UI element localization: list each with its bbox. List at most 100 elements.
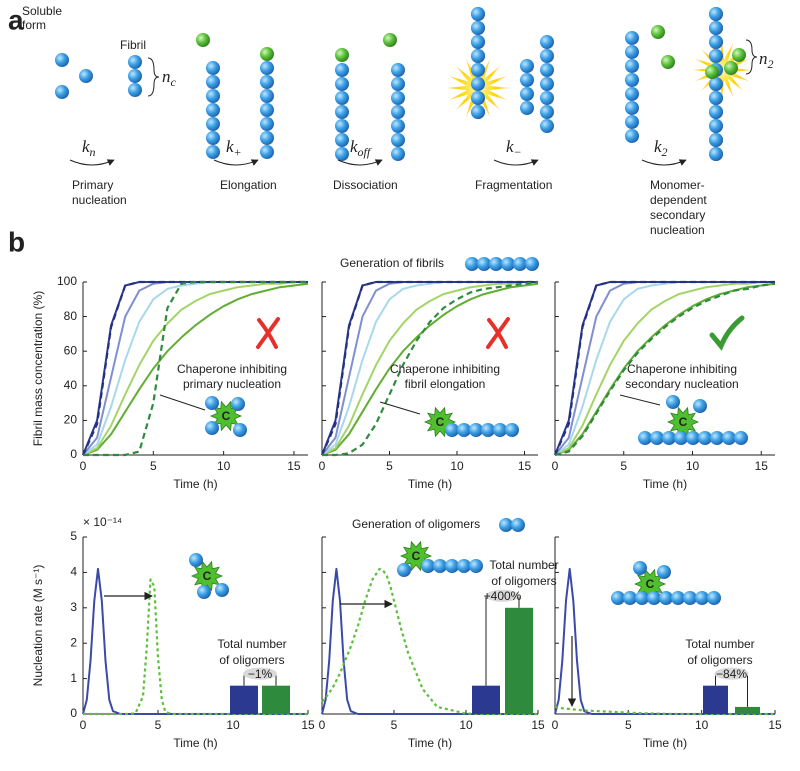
sphere [540,105,554,119]
sphere [657,565,671,579]
sphere [635,591,649,605]
symbol-sub: 2 [768,57,774,71]
symbol-main: n [759,49,768,68]
x-tick-label: 5 [391,718,398,732]
sphere [686,431,700,445]
sphere [625,115,639,129]
sphere [445,423,459,437]
text-line: Primary [72,178,113,192]
symbol-main: k [350,137,358,156]
symbol: kn [82,137,96,159]
sphere [633,561,647,575]
sphere [260,75,274,89]
bar [735,706,760,714]
rate-arrow [213,159,259,166]
sphere [206,145,220,159]
sphere [335,119,349,133]
sphere [433,559,447,573]
sphere [520,73,534,87]
rate-arrow [493,159,539,166]
x-tick-label: 10 [450,459,464,473]
sphere [611,591,625,605]
sphere [471,49,485,63]
text-line: nucleation [72,193,127,207]
x-tick-label: 0 [319,718,326,732]
symbol-sub: n [90,145,96,159]
y-tick-label: 5 [70,529,77,543]
chaperone-label: C [436,415,445,429]
sphere [513,257,527,271]
text-line: Fragmentation [475,178,552,192]
sphere [525,257,539,271]
x-tick-label: 0 [319,459,326,473]
sphere [540,35,554,49]
panel-label: b [8,226,25,257]
sphere [722,431,736,445]
symbol-sub: c [171,75,177,89]
sphere [335,63,349,77]
sphere [206,117,220,131]
chaperone-label: C [412,549,421,563]
sphere [397,563,411,577]
y-tick-label: 4 [70,565,77,579]
sphere [260,103,274,117]
text-line: secondary [650,208,705,222]
sphere [233,423,247,437]
symbol-sub: − [514,145,522,159]
y-tick-label: 60 [64,343,78,357]
verdict-check [709,315,745,351]
sphere [625,73,639,87]
text-line: Chaperone inhibiting [177,362,287,376]
sphere [471,63,485,77]
sphere [205,396,219,410]
sphere [471,105,485,119]
y-tick-label: 0 [70,706,77,720]
sphere [335,48,349,62]
text-line: Chaperone inhibiting [627,362,737,376]
sphere [260,47,274,61]
y-tick-label: 80 [64,309,78,323]
sphere [471,7,485,21]
curve [554,281,775,456]
text-line: Chaperone inhibiting [390,362,500,376]
brace [147,57,160,97]
chaperone-label: C [222,409,231,423]
text-line: fibril elongation [405,377,486,391]
x-axis-label: Time (h) [643,736,687,750]
sphere [709,105,723,119]
sphere [391,105,405,119]
sphere [540,49,554,63]
y-tick-label: 40 [64,378,78,392]
sphere [659,591,673,605]
x-tick-label: 0 [80,718,87,732]
sphere [383,33,397,47]
x-tick-label: 10 [686,459,700,473]
text-line: dependent [650,193,707,207]
x-axis-label: Time (h) [173,477,217,491]
symbol: koff [350,137,372,159]
chaperone [666,406,700,438]
bar [703,685,728,714]
sphere [540,77,554,91]
sphere [698,431,712,445]
y-tick-label: 1 [70,671,77,685]
symbol-sub: off [358,145,372,159]
bar [230,685,258,714]
x-tick-label: 15 [768,718,782,732]
verdict-cross [256,317,280,349]
sphere [520,59,534,73]
sphere [391,63,405,77]
sphere [709,119,723,133]
y-tick-label: 3 [70,600,77,614]
sphere [471,21,485,35]
axis-multiplier: × 10⁻¹⁴ [83,515,122,529]
text-line: primary nucleation [183,377,281,391]
sphere [625,101,639,115]
x-tick-label: 10 [459,718,473,732]
sphere [128,83,142,97]
x-axis-label: Time (h) [173,736,217,750]
rate-arrow [69,159,115,166]
chaperone-label: C [679,415,688,429]
x-tick-label: 5 [386,459,393,473]
